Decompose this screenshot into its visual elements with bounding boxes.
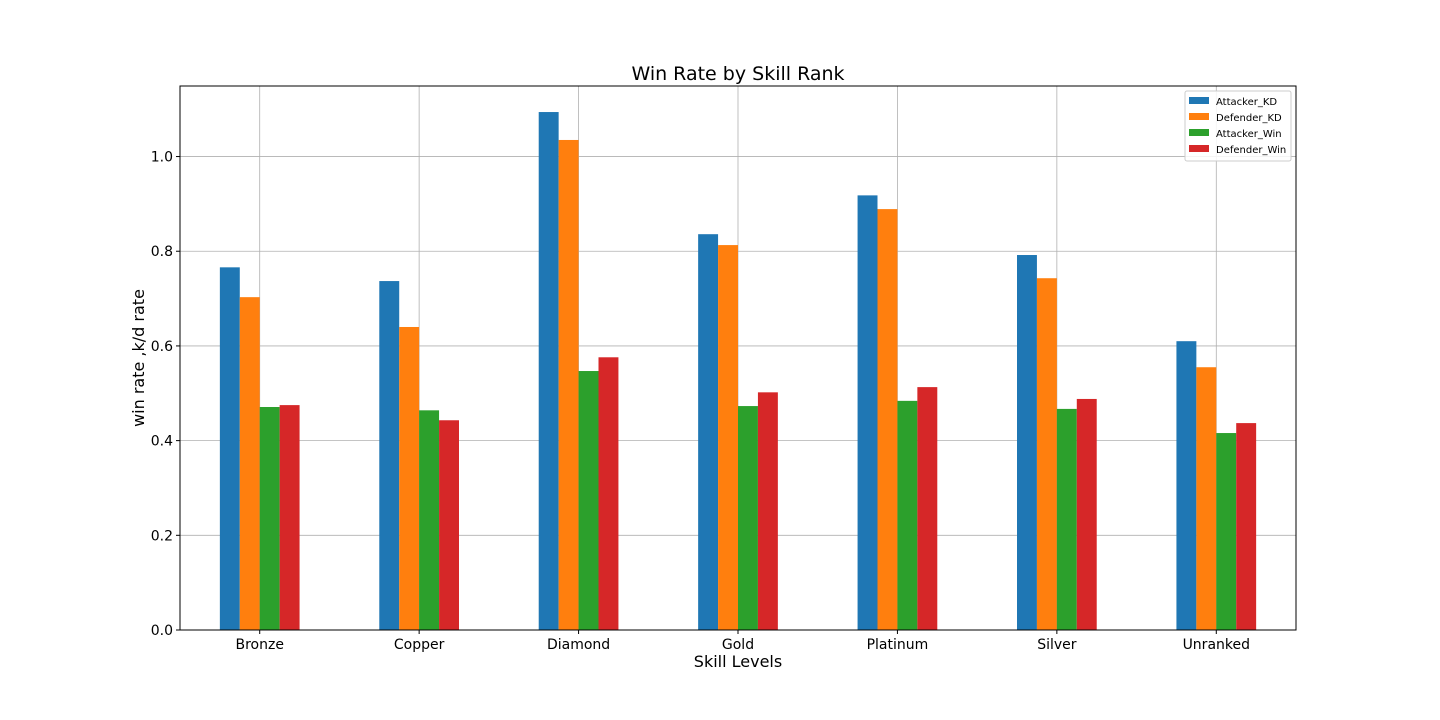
- bar-defender-win-copper: [439, 420, 459, 630]
- bar-attacker-win-copper: [419, 410, 440, 630]
- y-axis-ticks: 0.0 0.2 0.4 0.6 0.8 1.0: [151, 150, 180, 639]
- legend-entry: Defender_KD: [1216, 113, 1282, 124]
- bar-defender-win-unranked: [1236, 423, 1257, 630]
- bar-defender-kd-unranked: [1196, 367, 1217, 630]
- x-tick-label: Diamond: [547, 637, 610, 653]
- legend: Attacker_KD Defender_KD Attacker_Win Defend…: [1184, 90, 1292, 162]
- bar-attacker-win-bronze: [259, 407, 280, 630]
- x-axis-ticks: Bronze Copper Diamond Gold Platinum Silver Unr…: [235, 630, 1250, 653]
- y-tick-label: 0.6: [151, 339, 173, 355]
- bar-attacker-win-platinum: [897, 400, 918, 630]
- bar-attacker-kd-platinum: [857, 195, 878, 630]
- legend-frame: [1184, 90, 1292, 162]
- legend-swatch: [1189, 113, 1209, 120]
- legend-entry: Defender_Win: [1216, 145, 1286, 156]
- bar-attacker-win-gold: [738, 406, 758, 630]
- bar-defender-win-diamond: [598, 357, 619, 630]
- legend-entry: Attacker_Win: [1216, 129, 1282, 140]
- bar-defender-kd-platinum: [877, 209, 898, 630]
- legend-swatch: [1189, 145, 1209, 152]
- chart-title: Win Rate by Skill Rank: [631, 63, 844, 85]
- y-tick-label: 1.0: [151, 150, 173, 166]
- bar-attacker-kd-gold: [698, 234, 719, 630]
- bars-group: [219, 112, 1257, 631]
- y-tick-label: 0.4: [151, 434, 173, 450]
- y-tick-label: 0.0: [151, 623, 173, 639]
- bar-attacker-win-silver: [1056, 408, 1077, 630]
- bar-attacker-win-diamond: [578, 371, 599, 630]
- bar-attacker-win-unranked: [1216, 433, 1237, 630]
- y-axis-label: win rate ,k/d rate: [129, 289, 148, 427]
- bar-attacker-kd-silver: [1017, 255, 1037, 630]
- legend-swatch: [1189, 129, 1209, 136]
- x-tick-label: Silver: [1037, 637, 1077, 653]
- x-tick-label: Unranked: [1183, 637, 1250, 653]
- bar-attacker-kd-copper: [379, 281, 400, 630]
- bar-defender-kd-bronze: [239, 297, 260, 630]
- bar-attacker-kd-bronze: [219, 267, 240, 630]
- bar-attacker-kd-unranked: [1176, 341, 1197, 630]
- x-tick-label: Gold: [722, 637, 754, 653]
- x-axis-label: Skill Levels: [694, 652, 782, 671]
- bar-defender-win-platinum: [917, 387, 938, 630]
- y-tick-label: 0.2: [151, 528, 173, 544]
- bar-defender-win-silver: [1076, 398, 1097, 630]
- legend-swatch: [1189, 97, 1209, 104]
- bar-defender-kd-diamond: [558, 139, 579, 630]
- y-tick-label: 0.8: [151, 244, 173, 260]
- legend-entry: Attacker_KD: [1216, 97, 1277, 108]
- bar-defender-kd-silver: [1036, 278, 1057, 630]
- bar-defender-win-bronze: [279, 405, 300, 630]
- bar-defender-kd-copper: [399, 326, 420, 630]
- bar-defender-win-gold: [757, 392, 778, 630]
- x-tick-label: Copper: [394, 637, 445, 653]
- bar-defender-kd-gold: [718, 245, 738, 630]
- bar-attacker-kd-diamond: [538, 112, 559, 631]
- x-tick-label: Platinum: [867, 637, 929, 653]
- x-tick-label: Bronze: [235, 637, 283, 653]
